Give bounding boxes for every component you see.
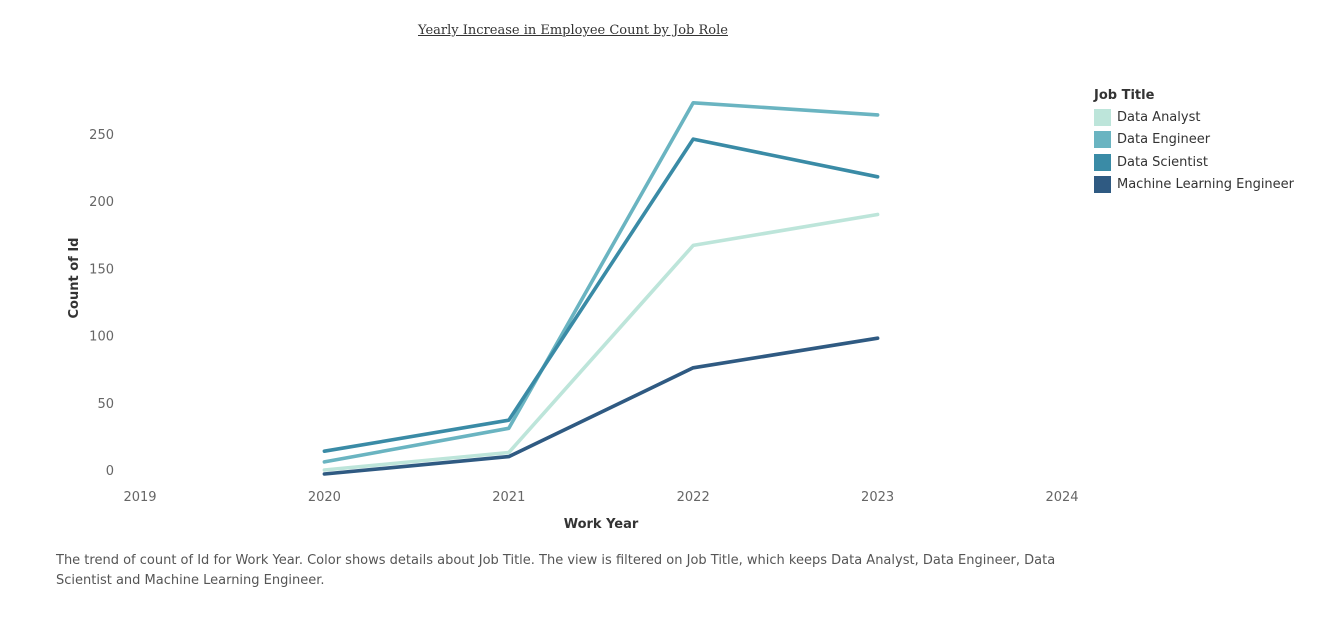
chart-title: Yearly Increase in Employee Count by Job… — [418, 23, 728, 38]
legend-label: Data Analyst — [1117, 109, 1201, 125]
legend-swatch — [1094, 108, 1111, 126]
legend-title: Job Title — [1094, 88, 1155, 103]
y-tick-label: 150 — [89, 262, 114, 277]
x-tick-label: 2022 — [677, 490, 710, 505]
x-tick-label: 2024 — [1045, 490, 1078, 505]
series-lines — [322, 101, 880, 476]
y-axis-title: Count of Id — [67, 238, 82, 319]
series-line-machine-learning-engineer[interactable] — [322, 336, 880, 476]
legend-item[interactable]: Data Analyst — [1094, 106, 1294, 129]
legend-swatch — [1094, 153, 1111, 171]
legend-label: Data Scientist — [1117, 154, 1208, 170]
legend-item[interactable]: Data Engineer — [1094, 129, 1294, 152]
y-tick-label: 50 — [97, 397, 114, 412]
series-line-data-engineer[interactable] — [322, 101, 880, 464]
legend-item[interactable]: Machine Learning Engineer — [1094, 174, 1294, 197]
x-axis-title: Work Year — [564, 517, 639, 532]
y-tick-label: 250 — [89, 128, 114, 143]
legend-swatch — [1094, 131, 1111, 149]
legend-item[interactable]: Data Scientist — [1094, 151, 1294, 174]
x-tick-label: 2019 — [123, 490, 156, 505]
legend-label: Machine Learning Engineer — [1117, 177, 1295, 193]
y-axis-ticks: 0 50 100 150 200 250 — [89, 128, 114, 479]
chart-caption: The trend of count of Id for Work Year. … — [56, 553, 1056, 588]
legend-items: Data Analyst Data Engineer Data Scientist M… — [1094, 106, 1294, 196]
x-tick-label: 2023 — [861, 490, 894, 505]
legend: Job Title Data Analyst Data Engineer Data … — [1094, 88, 1294, 196]
series-line-data-analyst[interactable] — [322, 212, 880, 472]
legend-label: Data Engineer — [1117, 132, 1211, 148]
x-axis-ticks: 2019 2020 2021 2022 2023 2024 — [123, 490, 1078, 505]
y-tick-label: 200 — [89, 195, 114, 210]
legend-swatch — [1094, 176, 1111, 194]
y-tick-label: 0 — [106, 464, 114, 479]
x-tick-label: 2020 — [308, 490, 341, 505]
x-tick-label: 2021 — [492, 490, 525, 505]
series-line-data-scientist[interactable] — [322, 137, 880, 454]
y-tick-label: 100 — [89, 330, 114, 345]
